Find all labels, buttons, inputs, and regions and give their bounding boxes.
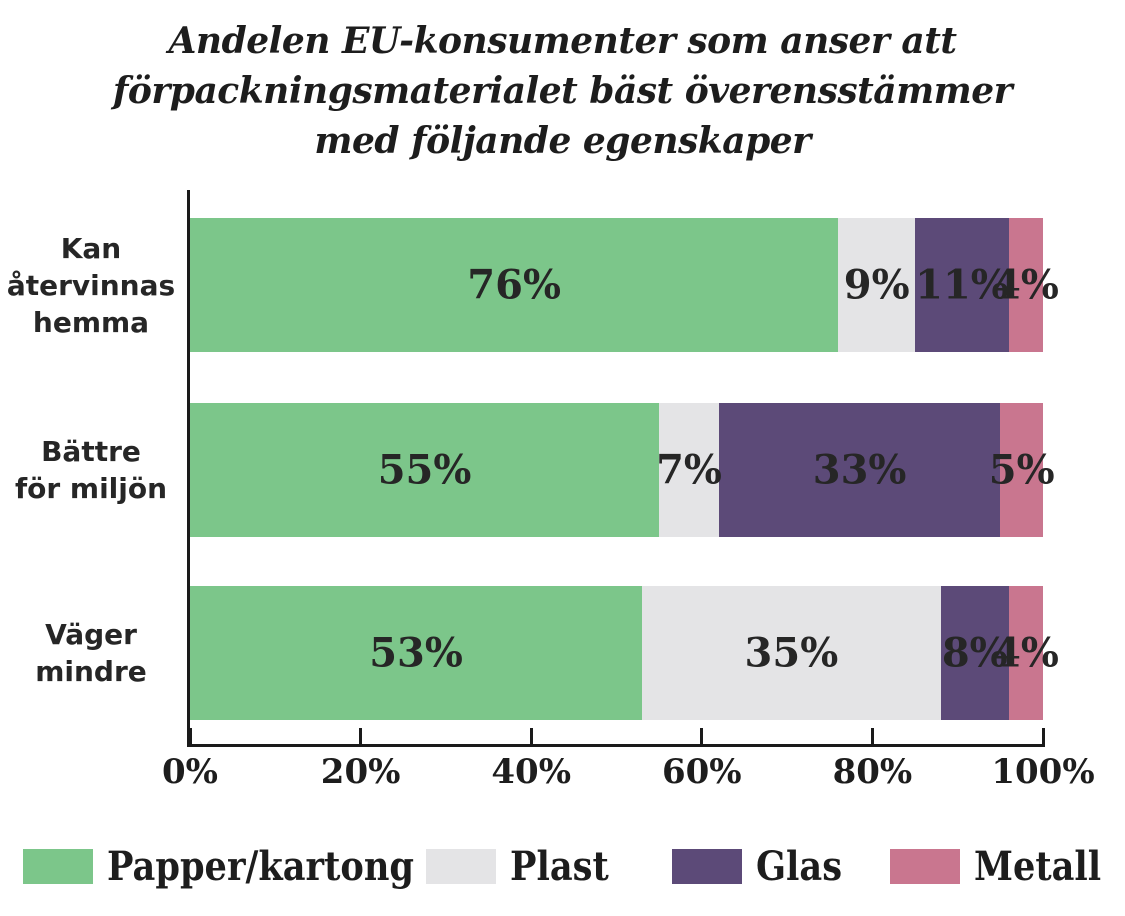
bar-segment-papper-kartong xyxy=(190,403,660,537)
legend-label-papper-kartong: Papper/kartong xyxy=(107,842,415,890)
bar-row-kan-återvinnas-hemma: 76% 9% 11% 4% xyxy=(190,218,1059,352)
bar-segment-metall xyxy=(1008,586,1043,720)
category-label-line: Väger xyxy=(45,618,137,651)
x-axis-tick xyxy=(188,728,192,744)
value-label-plast: 7% xyxy=(656,446,722,494)
legend-item-plast: Plast xyxy=(426,842,622,890)
legend-swatch-metall xyxy=(890,848,960,884)
category-label-väger-mindre: Väger mindre xyxy=(0,586,182,720)
bar-row-väger-mindre: 53% 35% 8% 4% xyxy=(190,586,1059,720)
x-axis-tick xyxy=(700,728,704,744)
bar-row-bättre-för-miljön: 55% 7% 33% 5% xyxy=(190,403,1055,537)
bar-segment-glas xyxy=(718,403,1001,537)
legend-swatch-papper-kartong xyxy=(23,848,93,884)
legend-item-papper-kartong: Papper/kartong xyxy=(23,842,456,890)
x-axis-line xyxy=(187,744,1045,747)
legend-swatch-glas xyxy=(672,848,742,884)
category-label-kan-återvinnas-hemma: Kan återvinnas hemma xyxy=(0,218,182,352)
x-tick-label-0: 0% xyxy=(162,752,218,792)
legend: Papper/kartong Plast Glas Metall xyxy=(0,842,1125,896)
value-label-glas: 8% xyxy=(941,629,1008,677)
bar-segment-plast xyxy=(838,218,916,352)
category-label-bättre-för-miljön: Bättre för miljön xyxy=(0,403,182,537)
value-label-glas: 11% xyxy=(915,261,1009,309)
x-tick-label-60: 60% xyxy=(661,752,742,792)
chart-title-line: Andelen EU-konsumenter som anser att xyxy=(168,20,957,62)
bar-segment-glas xyxy=(915,218,1009,352)
x-tick-label-40: 40% xyxy=(491,752,571,792)
value-label-metall: 4% xyxy=(993,629,1059,677)
legend-label-metall: Metall xyxy=(974,842,1102,890)
category-label-line: Bättre xyxy=(41,435,141,468)
bar-segment-plast xyxy=(642,586,941,720)
category-label-line: återvinnas xyxy=(6,268,176,302)
category-label-line: för miljön xyxy=(14,472,168,505)
x-axis-tick xyxy=(1041,728,1045,744)
value-label-metall: 5% xyxy=(988,446,1055,494)
value-label-papper-kartong: 76% xyxy=(467,261,561,309)
x-tick-label-20: 20% xyxy=(320,752,401,792)
x-axis-tick xyxy=(870,728,874,744)
category-label-line: mindre xyxy=(35,655,147,688)
chart-title: Andelen EU-konsumenter som anser att för… xyxy=(0,16,1125,166)
value-label-papper-kartong: 53% xyxy=(369,629,463,677)
value-label-plast: 35% xyxy=(744,629,839,677)
x-axis-tick-labels: 0% 20% 40% 60% 80% 100% xyxy=(162,752,1095,796)
bar-segment-glas xyxy=(940,586,1009,720)
category-label-line: Kan xyxy=(60,231,122,265)
y-axis-line xyxy=(187,190,190,747)
x-tick-label-100: 100% xyxy=(991,752,1095,792)
value-label-papper-kartong: 55% xyxy=(377,446,472,494)
legend-label-plast: Plast xyxy=(510,842,609,890)
legend-item-glas: Glas xyxy=(672,842,854,890)
x-tick-label-80: 80% xyxy=(832,752,913,792)
value-label-plast: 9% xyxy=(843,261,910,309)
bar-segment-metall xyxy=(1008,218,1043,352)
legend-label-glas: Glas xyxy=(756,842,843,890)
x-axis-tick xyxy=(529,728,533,744)
bar-segment-plast xyxy=(659,403,719,537)
legend-item-metall: Metall xyxy=(890,842,1119,890)
x-axis-tick xyxy=(359,728,363,744)
chart-title-line: förpackningsmaterialet bäst överensstämm… xyxy=(112,70,1013,112)
bar-segment-papper-kartong xyxy=(190,586,643,720)
legend-swatch-plast xyxy=(426,848,496,884)
bar-segment-metall xyxy=(1000,403,1043,537)
plot-area: 76% 9% 11% 4% 55% 7% 33% 5% 53% 35% 8% 4% xyxy=(187,190,1059,747)
category-label-line: hemma xyxy=(32,305,150,339)
value-label-metall: 4% xyxy=(993,261,1059,309)
chart-title-line: med följande egenskaper xyxy=(314,120,811,162)
value-label-glas: 33% xyxy=(812,446,907,494)
bar-segment-papper-kartong xyxy=(190,218,839,352)
